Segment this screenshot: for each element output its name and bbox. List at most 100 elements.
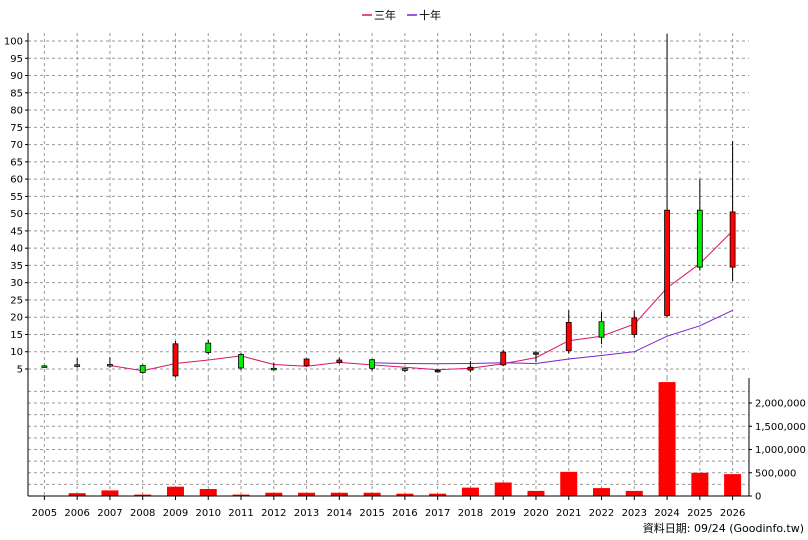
- volume-bar: [461, 487, 479, 496]
- year-tick-label: 2020: [523, 508, 548, 519]
- price-grid: [28, 33, 749, 378]
- price-tick-label: 60: [10, 175, 23, 186]
- volume-tick-label: 2,000,000: [755, 399, 806, 410]
- candle-body: [238, 354, 244, 369]
- price-tick-label: 5: [17, 365, 23, 376]
- legend-label: 三年: [374, 8, 396, 22]
- year-tick-label: 2024: [654, 508, 679, 519]
- candle-body: [205, 342, 212, 353]
- year-tick-label: 2025: [687, 508, 712, 519]
- volume-bar: [625, 490, 643, 496]
- volume-tick-label: 0: [755, 492, 761, 503]
- candle-body: [172, 343, 179, 377]
- year-tick-label: 2009: [163, 508, 188, 519]
- volume-bar: [363, 492, 381, 496]
- moving-average-line: [372, 309, 733, 365]
- year-tick-label: 2012: [261, 508, 286, 519]
- source-note: 資料日期: 09/24 (Goodinfo.tw): [643, 521, 804, 535]
- volume-tick-label: 1,000,000: [755, 445, 806, 456]
- candle-body: [664, 209, 670, 316]
- volume-bar: [134, 494, 152, 496]
- volume-axis-ticks: 0 500,000 1,000,000 1,500,000 2,000,000: [749, 399, 806, 503]
- price-tick-label: 25: [10, 295, 23, 306]
- volume-grid: [28, 378, 749, 496]
- candle-body: [107, 364, 113, 367]
- volume-bar: [232, 494, 250, 496]
- price-axis-ticks: 5 10 15 20 25 30 35 40 45 50 55 60 65 70 75 80 85 90 95 100: [4, 37, 28, 376]
- price-tick-label: 75: [10, 123, 23, 134]
- plot-frames: [27, 33, 750, 497]
- candle-body: [729, 211, 736, 268]
- year-tick-label: 2006: [64, 508, 89, 519]
- candle-body: [565, 321, 572, 352]
- volume-bar: [166, 486, 184, 496]
- volume-bar: [298, 492, 316, 496]
- candle-body: [533, 352, 539, 355]
- year-tick-label: 2014: [327, 508, 352, 519]
- price-tick-label: 65: [10, 157, 23, 168]
- volume-bar: [527, 490, 545, 496]
- volume-bar: [593, 488, 611, 496]
- candle-body: [270, 367, 277, 371]
- volume-bars: [35, 382, 742, 496]
- year-tick-label: 2021: [556, 508, 581, 519]
- year-tick-label: 2005: [32, 508, 57, 519]
- volume-bar: [396, 493, 414, 496]
- volume-bar: [265, 492, 283, 496]
- volume-bar: [101, 490, 119, 496]
- price-tick-label: 50: [10, 209, 23, 220]
- price-tick-label: 55: [10, 192, 23, 203]
- chart-legend: 三年 十年: [362, 8, 441, 22]
- price-tick-label: 20: [10, 313, 23, 324]
- volume-bar: [429, 493, 447, 496]
- year-tick-label: 2022: [589, 508, 614, 519]
- volume-bar: [724, 474, 742, 496]
- candlesticks: [41, 34, 736, 378]
- price-tick-label: 40: [10, 244, 23, 255]
- price-tick-label: 90: [10, 71, 23, 82]
- price-tick-label: 70: [10, 140, 23, 151]
- price-tick-label: 80: [10, 106, 23, 117]
- year-tick-label: 2023: [622, 508, 647, 519]
- volume-bar: [560, 471, 578, 496]
- year-tick-label: 2007: [97, 508, 122, 519]
- price-tick-label: 35: [10, 261, 23, 272]
- volume-bar: [330, 492, 348, 496]
- candle-body: [696, 209, 703, 268]
- volume-bar: [691, 472, 709, 496]
- moving-average-line: [109, 230, 733, 372]
- price-tick-label: 95: [10, 54, 23, 65]
- volume-tick-label: 500,000: [755, 468, 796, 479]
- price-tick-label: 45: [10, 226, 23, 237]
- volume-bar: [199, 489, 217, 496]
- price-tick-label: 100: [4, 37, 23, 48]
- year-tick-label: 2026: [720, 508, 745, 519]
- candle-body: [74, 364, 81, 367]
- candle-body: [139, 365, 146, 373]
- volume-bar: [658, 382, 676, 496]
- candle-body: [598, 321, 605, 338]
- volume-bar: [68, 493, 86, 496]
- legend-label: 十年: [419, 8, 441, 22]
- candle-body: [303, 358, 310, 366]
- year-tick-label: 2018: [458, 508, 483, 519]
- year-axis-ticks: 2005 2006 2007 2008 2009 2010 2011 2012 2013 2014…: [32, 496, 745, 519]
- volume-bar: [494, 482, 512, 496]
- year-tick-label: 2015: [359, 508, 384, 519]
- year-tick-label: 2016: [392, 508, 417, 519]
- candle-body: [369, 359, 376, 369]
- price-tick-label: 85: [10, 88, 23, 99]
- volume-tick-label: 1,500,000: [755, 422, 806, 433]
- year-tick-label: 2017: [425, 508, 450, 519]
- price-tick-label: 15: [10, 330, 23, 341]
- candle-body: [500, 351, 507, 366]
- candle-body: [631, 317, 638, 335]
- year-tick-label: 2011: [228, 508, 253, 519]
- candle-body: [336, 359, 343, 363]
- price-tick-label: 30: [10, 278, 23, 289]
- candle-body: [434, 369, 441, 373]
- candle-body: [467, 366, 474, 371]
- year-tick-label: 2010: [196, 508, 221, 519]
- year-tick-label: 2008: [130, 508, 155, 519]
